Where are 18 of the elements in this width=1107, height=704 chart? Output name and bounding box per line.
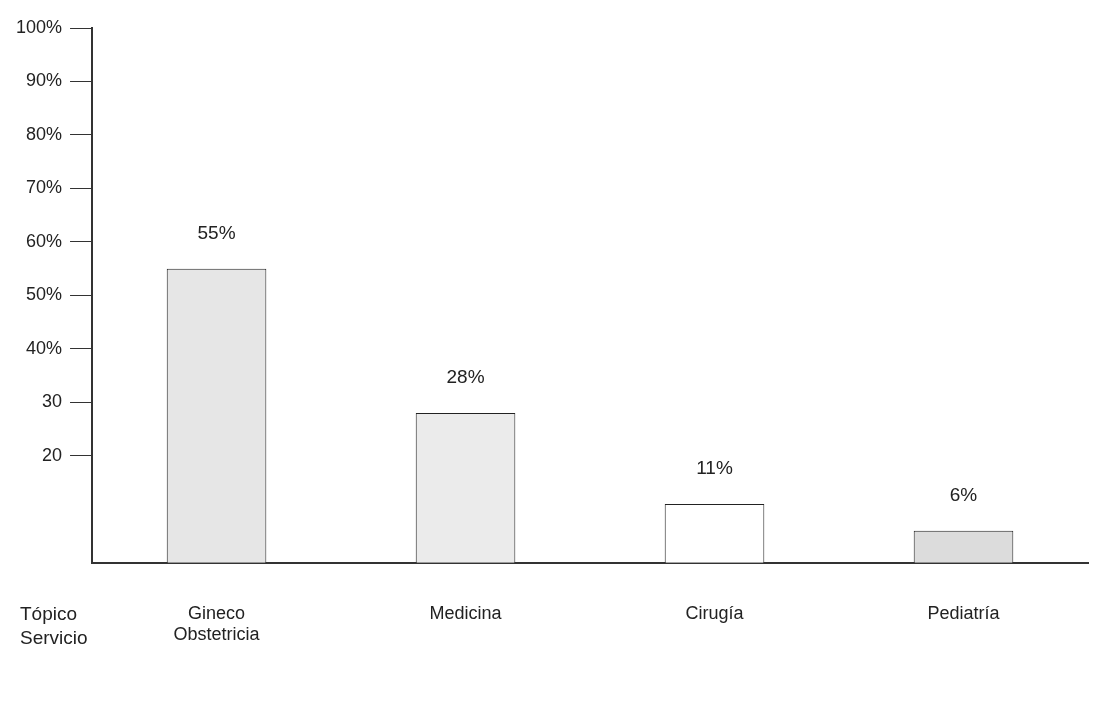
x-tick-label: Cirugía [685, 602, 745, 623]
data-label: 11% [696, 456, 733, 478]
y-tick-label: 90% [26, 70, 63, 91]
y-tick-label: 20 [42, 444, 63, 465]
y-tick-label: 60% [26, 230, 63, 251]
data-label: 55% [197, 221, 236, 243]
x-tick-label: Medicina [429, 602, 503, 623]
y-tick-label: 50% [26, 284, 63, 305]
y-tick-label: 80% [26, 123, 63, 144]
data-label: 6% [949, 483, 978, 505]
y-tick-label: 70% [26, 177, 63, 198]
y-tick-label: 30 [42, 391, 63, 412]
y-tick-label: 40% [26, 337, 63, 358]
data-label: 28% [446, 366, 485, 388]
y-tick-label: 100% [15, 16, 63, 37]
x-axis-title: Tópico Servicio [20, 602, 88, 648]
x-tick-label: Pediatría [927, 602, 1001, 623]
x-tick-label: Gineco Obstetricia [173, 602, 261, 645]
